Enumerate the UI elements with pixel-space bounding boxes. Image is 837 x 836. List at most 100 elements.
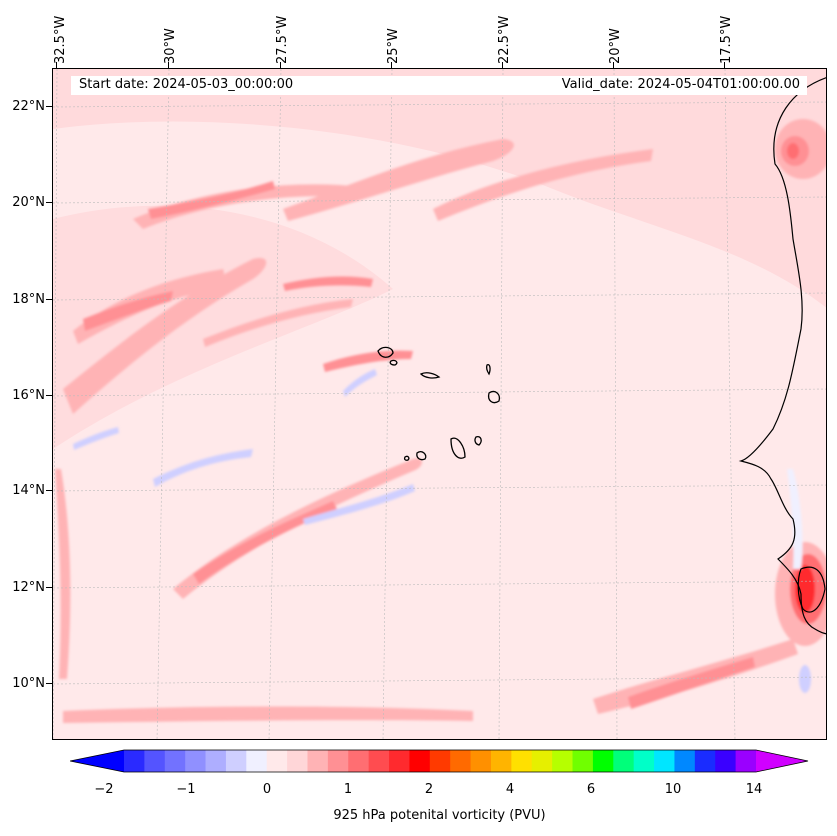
colorbar-tick-label: 0: [262, 782, 272, 797]
pv-band: [63, 706, 473, 723]
pv-streak: [283, 276, 373, 291]
colorbar-segment: [694, 750, 716, 772]
island-santiago: [450, 437, 466, 459]
colorbar-segment: [633, 750, 655, 772]
graticule-line: [53, 69, 58, 739]
colorbar-segment: [429, 750, 451, 772]
lon-label-22-5w: 22.5°W: [497, 15, 512, 64]
lat-label-20n: 20°N: [12, 195, 45, 210]
lat-tick: [46, 587, 52, 588]
lon-tick: [502, 62, 503, 68]
pv-negative-streak: [73, 427, 119, 450]
colorbar-segment: [613, 750, 635, 772]
colorbar: [70, 749, 809, 773]
graticule-line: [156, 69, 170, 739]
pv-streak: [203, 299, 353, 347]
graticule-line: [498, 69, 504, 739]
pv-blob: [787, 143, 799, 159]
colorbar-segment: [450, 750, 472, 772]
valid-date-label: Valid_date: 2024-05-04T01:00:00.00: [561, 77, 800, 92]
island-sao-nicolau: [419, 372, 441, 379]
colorbar-segment: [287, 750, 308, 772]
pv-negative-streak: [153, 449, 253, 487]
pv-band: [173, 458, 422, 599]
lat-label-16n: 16°N: [12, 388, 45, 403]
island-sal: [485, 363, 491, 376]
pv-streak: [133, 184, 363, 229]
lat-tick: [46, 490, 52, 491]
lon-tick: [391, 62, 392, 68]
lon-tick: [56, 62, 57, 68]
colorbar-segment: [246, 750, 268, 772]
pv-negative-streak: [799, 665, 811, 693]
colorbar-segment: [409, 750, 431, 772]
colorbar-segment: [552, 750, 574, 772]
island-boa-vista: [487, 390, 501, 404]
pv-streak: [63, 258, 267, 414]
lat-label-10n: 10°N: [12, 676, 45, 691]
colorbar-segment: [511, 750, 533, 772]
graticule-line: [53, 388, 826, 397]
lon-tick: [168, 62, 169, 68]
graticule-line: [53, 676, 826, 685]
graticule-line: [53, 484, 826, 492]
colorbar-segment: [490, 750, 512, 772]
colorbar-tick-label: −2: [94, 782, 114, 797]
lat-label-14n: 14°N: [12, 483, 45, 498]
map-panel[interactable]: Start date: 2024-05-03_00:00:00 Valid_da…: [52, 68, 827, 740]
graticule-line: [382, 69, 393, 739]
island-fogo: [416, 451, 427, 461]
pv-band: [628, 657, 755, 709]
colorbar-label: 925 hPa potenital vorticity (PVU): [333, 808, 546, 823]
colorbar-segment: [654, 750, 675, 772]
graticule-line: [53, 292, 826, 301]
colorbar-segment: [327, 750, 349, 772]
colorbar-tick-label: 1: [343, 782, 353, 797]
graticule-line: [268, 69, 282, 739]
lat-tick: [46, 683, 52, 684]
colorbar-segment: [470, 750, 492, 772]
graticule: [53, 69, 826, 739]
lon-label-17-5w: 17.5°W: [719, 15, 734, 64]
island-santo-antao: [377, 346, 394, 358]
colorbar-segment: [531, 750, 553, 772]
pv-region-light: [53, 69, 826, 308]
pv-streak: [148, 181, 275, 219]
start-date-label: Start date: 2024-05-03_00:00:00: [79, 77, 294, 92]
colorbar-segment: [368, 750, 390, 772]
colorbar-segment: [225, 750, 247, 772]
cape-verde-islands: [377, 346, 501, 461]
graticule-line: [613, 69, 618, 739]
colorbar-segment: [144, 750, 166, 772]
lat-tick: [46, 395, 52, 396]
island-maio: [474, 435, 482, 446]
coastline: [738, 77, 826, 635]
lat-tick: [46, 106, 52, 107]
graticule-line: [53, 580, 826, 589]
pv-field-map: [53, 69, 826, 739]
colorbar-segment: [674, 750, 696, 772]
pv-streak: [83, 291, 173, 331]
colorbar-tick-label: −1: [176, 782, 196, 797]
colorbar-segment: [307, 750, 329, 772]
lat-tick: [46, 202, 52, 203]
graticule-line: [724, 69, 736, 739]
colorbar-extend-max: [756, 750, 808, 772]
colorbar-segment: [124, 750, 145, 772]
colorbar-segment: [572, 750, 594, 772]
lat-label-22n: 22°N: [12, 99, 45, 114]
colorbar-segment: [735, 750, 757, 772]
lat-label-18n: 18°N: [12, 292, 45, 307]
colorbar-tick-label: 4: [505, 782, 515, 797]
lat-label-12n: 12°N: [12, 580, 45, 595]
colorbar-segment: [205, 750, 227, 772]
colorbar-segment: [348, 750, 370, 772]
colorbar-tick-label: 14: [745, 782, 763, 797]
island-brava: [403, 455, 410, 461]
pv-streak: [283, 139, 514, 221]
colorbar-tick-label: 2: [424, 782, 434, 797]
lon-tick: [280, 62, 281, 68]
colorbar-tick-label: 6: [586, 782, 596, 797]
colorbar-tick-label: 10: [664, 782, 682, 797]
pv-negative-streak: [343, 369, 377, 397]
